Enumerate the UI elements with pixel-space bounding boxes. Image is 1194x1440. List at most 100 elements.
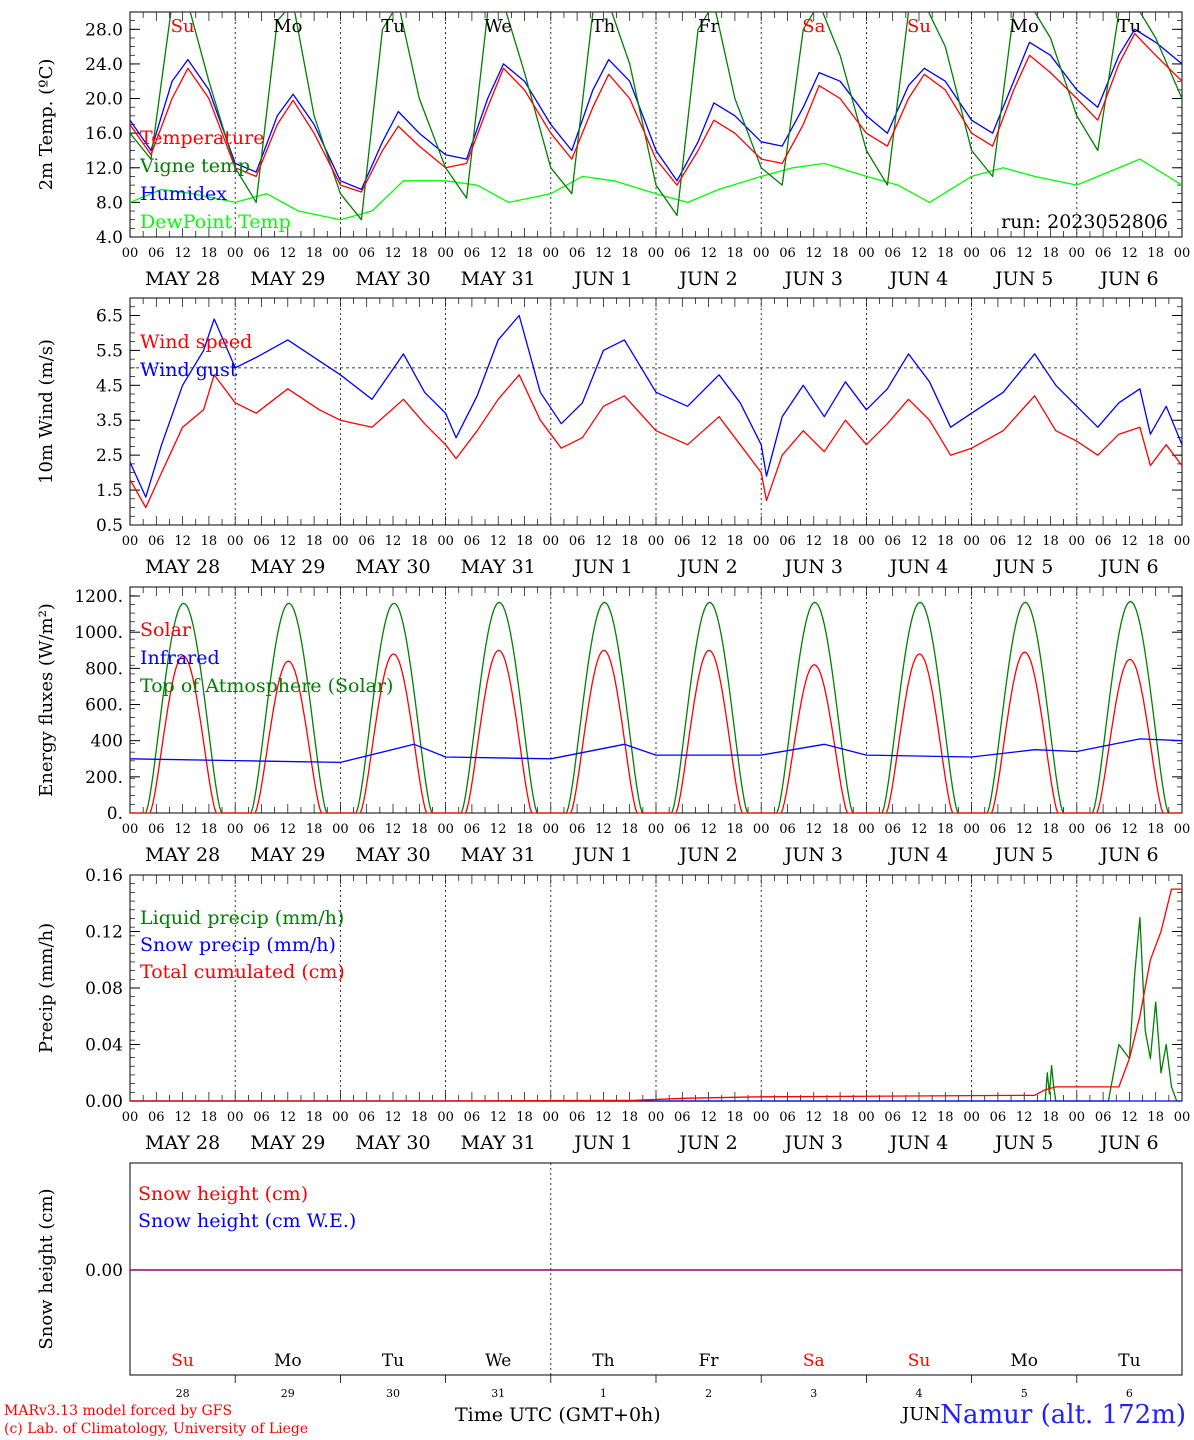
legend-liquid-precip-mm-h: Liquid precip (mm/h)	[140, 907, 344, 929]
hour-tick-label: 18	[201, 534, 218, 549]
day-abbr-label: Su	[171, 16, 195, 37]
hour-tick-label: 12	[385, 534, 402, 549]
hour-tick-label: 00	[648, 246, 665, 261]
date-label: JUN 5	[993, 268, 1053, 290]
y-tick-label: 6.5	[96, 306, 123, 326]
hour-tick-label: 00	[963, 822, 980, 837]
legend-humidex: Humidex	[140, 183, 227, 205]
hour-tick-label: 00	[227, 822, 244, 837]
date-label: JUN 3	[783, 1132, 843, 1154]
hour-tick-label: 12	[700, 534, 717, 549]
month-label-bottom: JUN	[902, 1404, 941, 1425]
series-humidex	[130, 28, 1182, 191]
hour-tick-label: 06	[464, 534, 481, 549]
hour-tick-label: 18	[727, 1110, 744, 1125]
hour-tick-label: 12	[385, 246, 402, 261]
date-label: JUN 3	[783, 268, 843, 290]
y-tick-label: 1000.	[74, 623, 123, 643]
day-abbr-label: Mo	[274, 1351, 302, 1371]
day-number-label: 3	[810, 1387, 817, 1400]
hour-tick-label: 12	[1121, 246, 1138, 261]
toa-solar-curve	[235, 602, 341, 814]
hour-tick-label: 00	[1069, 1110, 1086, 1125]
hour-tick-label: 12	[700, 822, 717, 837]
y-tick-label: 0.5	[96, 516, 123, 536]
hour-tick-label: 12	[280, 1110, 297, 1125]
y-tick-label: 1.5	[96, 481, 123, 501]
date-label: JUN 2	[677, 1132, 737, 1154]
series-vigne-temp	[130, 12, 1182, 221]
hour-tick-label: 18	[937, 1110, 954, 1125]
y-tick-label: 16.0	[85, 124, 123, 144]
hour-tick-label: 12	[806, 246, 823, 261]
hour-tick-label: 18	[411, 822, 428, 837]
hour-tick-label: 06	[990, 822, 1007, 837]
toa-solar-curve	[1076, 600, 1182, 814]
hour-tick-label: 18	[832, 534, 849, 549]
hour-tick-label: 06	[569, 822, 586, 837]
day-abbr-label: We	[485, 1351, 511, 1371]
y-tick-label: 200.	[85, 768, 123, 788]
legend-top-of-atmosphere-solar: Top of Atmosphere (Solar)	[140, 675, 393, 697]
hour-tick-label: 06	[464, 822, 481, 837]
hour-tick-label: 06	[674, 1110, 691, 1125]
y-tick-label: 0.00	[85, 1092, 123, 1112]
date-label: JUN 2	[677, 844, 737, 866]
hour-tick-label: 06	[358, 1110, 375, 1125]
toa-solar-curve	[340, 602, 446, 814]
hour-tick-label: 18	[832, 1110, 849, 1125]
hour-tick-label: 18	[1147, 534, 1164, 549]
day-number-label: 1	[600, 1387, 607, 1400]
hour-tick-label: 00	[227, 1110, 244, 1125]
hour-tick-label: 12	[174, 246, 191, 261]
hour-tick-label: 12	[1121, 1110, 1138, 1125]
hour-tick-label: 06	[779, 1110, 796, 1125]
hour-tick-label: 00	[227, 534, 244, 549]
y-tick-label: 12.0	[85, 159, 123, 179]
date-label: JUN 6	[1098, 1132, 1158, 1154]
hour-tick-label: 00	[753, 534, 770, 549]
date-label: MAY 28	[145, 556, 220, 578]
hour-tick-label: 12	[911, 822, 928, 837]
hour-tick-label: 12	[1121, 822, 1138, 837]
hour-tick-label: 18	[306, 534, 323, 549]
hour-tick-label: 18	[1147, 246, 1164, 261]
hour-tick-label: 12	[490, 822, 507, 837]
hour-tick-label: 12	[490, 1110, 507, 1125]
date-label: MAY 30	[355, 1132, 430, 1154]
hour-tick-label: 12	[700, 246, 717, 261]
hour-tick-label: 12	[806, 1110, 823, 1125]
date-label: JUN 4	[888, 268, 948, 290]
hour-tick-label: 06	[990, 246, 1007, 261]
day-number-label: 31	[491, 1387, 505, 1400]
y-tick-label: 5.5	[96, 341, 123, 361]
hour-tick-label: 12	[385, 822, 402, 837]
hour-tick-label: 00	[963, 534, 980, 549]
solar-curve	[656, 649, 762, 814]
date-label: JUN 5	[993, 556, 1053, 578]
y-tick-label: 0.00	[85, 1261, 123, 1281]
solar-curve	[550, 649, 656, 814]
credit-model: MARv3.13 model forced by GFS	[4, 1403, 233, 1419]
date-label: JUN 4	[888, 1132, 948, 1154]
hour-tick-label: 18	[1042, 534, 1059, 549]
series-wind-gust	[129, 314, 1183, 498]
solar-curve	[971, 651, 1077, 814]
hour-tick-label: 18	[621, 822, 638, 837]
hour-tick-label: 18	[1042, 1110, 1059, 1125]
hour-tick-label: 00	[122, 822, 139, 837]
hour-tick-label: 00	[543, 534, 560, 549]
hour-tick-label: 00	[1174, 1110, 1191, 1125]
solar-curve	[235, 660, 341, 814]
hour-tick-label: 18	[937, 246, 954, 261]
date-label: JUN 4	[888, 556, 948, 578]
hour-tick-label: 06	[779, 822, 796, 837]
y-tick-label: 0.08	[85, 979, 123, 999]
hour-tick-label: 12	[385, 1110, 402, 1125]
hour-tick-label: 00	[858, 822, 875, 837]
y-tick-label: 0.16	[85, 866, 123, 886]
hour-tick-label: 00	[122, 534, 139, 549]
hour-tick-label: 00	[1174, 534, 1191, 549]
y-tick-label: 600.	[85, 696, 123, 716]
hour-tick-label: 00	[543, 822, 560, 837]
